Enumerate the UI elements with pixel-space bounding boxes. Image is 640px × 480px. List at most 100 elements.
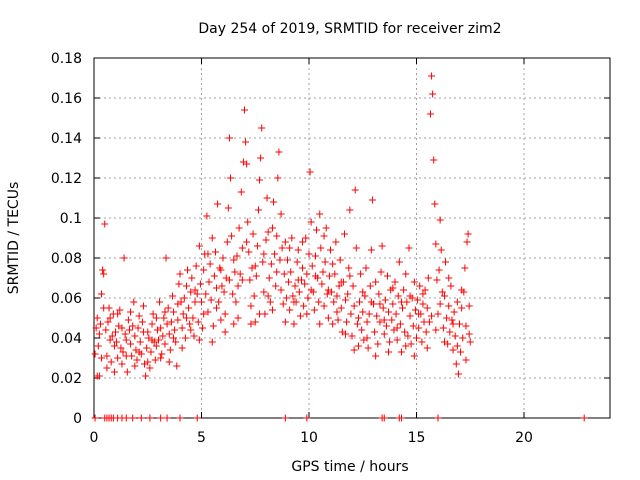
data-point bbox=[580, 414, 588, 422]
data-point bbox=[345, 264, 353, 272]
data-point bbox=[406, 312, 414, 320]
data-point bbox=[135, 312, 143, 320]
data-point bbox=[358, 326, 366, 334]
data-point bbox=[323, 290, 331, 298]
data-point bbox=[363, 334, 371, 342]
data-point bbox=[91, 414, 99, 422]
data-point bbox=[303, 310, 311, 318]
data-point bbox=[346, 206, 354, 214]
data-point bbox=[225, 134, 233, 142]
data-point bbox=[110, 342, 118, 350]
grid-lines bbox=[94, 58, 610, 418]
data-point bbox=[423, 304, 431, 312]
data-point bbox=[110, 368, 118, 376]
data-point bbox=[93, 314, 101, 322]
data-point bbox=[100, 270, 108, 278]
data-point bbox=[346, 272, 354, 280]
data-point bbox=[288, 234, 296, 242]
data-point bbox=[415, 324, 423, 332]
data-point bbox=[282, 294, 290, 302]
data-point bbox=[258, 124, 266, 132]
data-point bbox=[401, 328, 409, 336]
data-point bbox=[175, 280, 183, 288]
data-point bbox=[211, 248, 219, 256]
data-point bbox=[184, 266, 192, 274]
data-point bbox=[129, 414, 137, 422]
data-point bbox=[227, 174, 235, 182]
data-point bbox=[422, 328, 430, 336]
data-point bbox=[171, 326, 179, 334]
data-point bbox=[456, 320, 463, 328]
data-point bbox=[343, 318, 351, 326]
data-point bbox=[367, 298, 375, 306]
data-point bbox=[337, 278, 345, 286]
data-point bbox=[451, 332, 459, 340]
data-point bbox=[275, 148, 283, 156]
data-point bbox=[305, 250, 313, 258]
data-point bbox=[300, 302, 308, 310]
data-point bbox=[334, 316, 342, 324]
data-point bbox=[306, 168, 314, 176]
data-point bbox=[350, 302, 358, 310]
data-point bbox=[178, 344, 186, 352]
data-point bbox=[447, 282, 455, 290]
data-point bbox=[465, 330, 473, 338]
data-point bbox=[205, 278, 213, 286]
data-point bbox=[148, 336, 156, 344]
data-point bbox=[208, 234, 216, 242]
data-point bbox=[432, 326, 440, 334]
data-point bbox=[182, 314, 190, 322]
data-point bbox=[142, 372, 150, 380]
data-point bbox=[313, 226, 321, 234]
data-point bbox=[377, 268, 385, 276]
data-point bbox=[185, 304, 193, 312]
data-point bbox=[135, 348, 143, 356]
data-point bbox=[221, 328, 229, 336]
data-point bbox=[217, 316, 225, 324]
data-point bbox=[245, 248, 253, 256]
data-point bbox=[163, 320, 171, 328]
data-point bbox=[342, 330, 350, 338]
data-point bbox=[303, 270, 311, 278]
data-point bbox=[192, 262, 200, 270]
data-point bbox=[99, 266, 107, 274]
data-point bbox=[279, 300, 287, 308]
data-point bbox=[357, 270, 365, 278]
data-point bbox=[167, 318, 175, 326]
data-point bbox=[190, 332, 198, 340]
data-point bbox=[423, 344, 431, 352]
data-point bbox=[273, 232, 281, 240]
data-point bbox=[425, 318, 433, 326]
data-point bbox=[271, 250, 279, 258]
data-point bbox=[106, 336, 114, 344]
data-point bbox=[437, 246, 445, 254]
x-tick-label: 10 bbox=[300, 430, 318, 446]
data-point bbox=[301, 280, 309, 288]
data-point bbox=[342, 296, 350, 304]
x-tick-label: 20 bbox=[515, 430, 533, 446]
data-point bbox=[101, 220, 109, 228]
data-points bbox=[91, 72, 588, 422]
data-point bbox=[193, 414, 201, 422]
data-point bbox=[149, 310, 157, 318]
data-point bbox=[413, 334, 420, 342]
data-point bbox=[260, 250, 268, 258]
data-point bbox=[272, 282, 280, 290]
data-point bbox=[263, 194, 271, 202]
data-point bbox=[353, 320, 361, 328]
data-point bbox=[104, 318, 112, 326]
data-point bbox=[118, 324, 126, 332]
data-point bbox=[316, 210, 324, 218]
data-point bbox=[156, 298, 164, 306]
data-point bbox=[307, 286, 315, 294]
data-point bbox=[435, 266, 443, 274]
data-point bbox=[294, 246, 302, 254]
data-point bbox=[162, 254, 170, 262]
data-point bbox=[215, 298, 223, 306]
data-point bbox=[123, 368, 131, 376]
data-point bbox=[138, 318, 146, 326]
data-point bbox=[285, 278, 293, 286]
data-point bbox=[254, 206, 262, 214]
data-point bbox=[371, 328, 379, 336]
x-tick-labels: 0 5 10 15 20 bbox=[90, 430, 533, 446]
